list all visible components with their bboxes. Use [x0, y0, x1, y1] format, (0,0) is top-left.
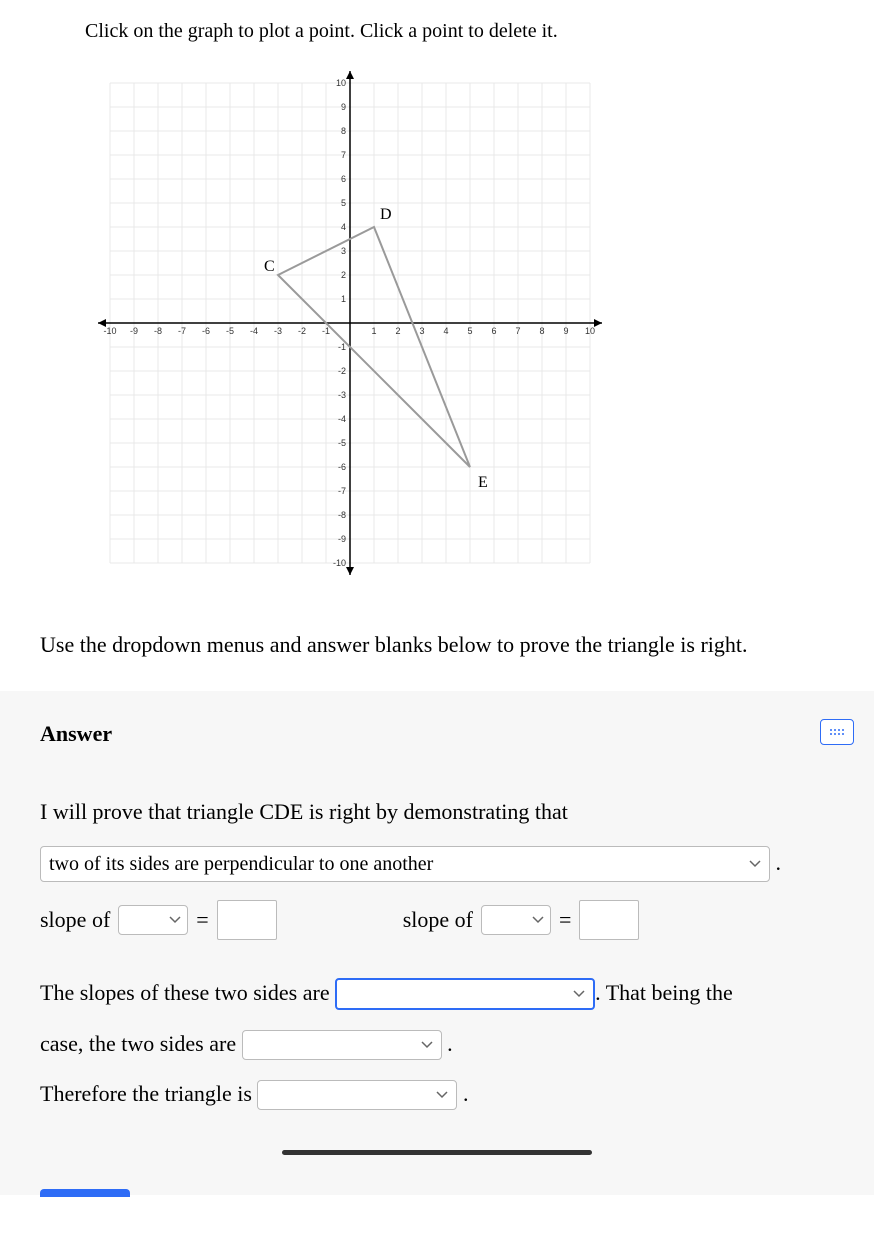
svg-text:6: 6 — [341, 174, 346, 184]
slope-input-2[interactable] — [579, 900, 639, 940]
svg-text:10: 10 — [336, 78, 346, 88]
svg-text:7: 7 — [341, 150, 346, 160]
therefore-text: Therefore the triangle is — [40, 1081, 252, 1106]
svg-text:-9: -9 — [338, 534, 346, 544]
svg-text:8: 8 — [539, 326, 544, 336]
scrollbar-thumb[interactable] — [282, 1150, 592, 1155]
svg-text:3: 3 — [419, 326, 424, 336]
svg-text:-4: -4 — [338, 414, 346, 424]
svg-text:7: 7 — [515, 326, 520, 336]
svg-text:-3: -3 — [338, 390, 346, 400]
sides-relation-select[interactable] — [242, 1030, 442, 1060]
svg-text:-1: -1 — [322, 326, 330, 336]
svg-text:-6: -6 — [202, 326, 210, 336]
keypad-button[interactable] — [820, 719, 854, 745]
proof-intro: I will prove that triangle CDE is right … — [40, 799, 568, 824]
side-select-1[interactable] — [118, 905, 188, 935]
svg-text:5: 5 — [467, 326, 472, 336]
svg-text:E: E — [478, 474, 488, 491]
coordinate-graph[interactable]: -10 -9 -8 -7 -6 -5 -4 -3 -2 -1 1 2 3 4 5 6 7 8 9 10 -10 -9 -8 -… — [90, 63, 610, 588]
svg-text:-5: -5 — [338, 438, 346, 448]
svg-text:3: 3 — [341, 246, 346, 256]
answer-section: Answer I will prove that triangle CDE is… — [0, 691, 874, 1195]
period-2: . — [447, 1031, 453, 1056]
svg-text:2: 2 — [341, 270, 346, 280]
svg-text:4: 4 — [443, 326, 448, 336]
svg-text:1: 1 — [371, 326, 376, 336]
svg-text:-2: -2 — [298, 326, 306, 336]
slope-label-2: slope of — [403, 907, 473, 933]
svg-text:C: C — [264, 258, 275, 275]
answer-heading: Answer — [40, 721, 834, 747]
condition-select[interactable]: two of its sides are perpendicular to on… — [40, 846, 770, 882]
prove-prompt: Use the dropdown menus and answer blanks… — [0, 628, 874, 691]
svg-text:-5: -5 — [226, 326, 234, 336]
keypad-icon — [830, 729, 844, 735]
svg-text:1: 1 — [341, 294, 346, 304]
slopes-sentence-1: The slopes of these two sides are — [40, 980, 330, 1005]
svg-text:10: 10 — [585, 326, 595, 336]
svg-text:4: 4 — [341, 222, 346, 232]
slopes-sentence-2: . That being the — [595, 980, 733, 1005]
period-1: . — [776, 850, 782, 875]
svg-text:-10: -10 — [333, 558, 346, 568]
svg-text:9: 9 — [563, 326, 568, 336]
equals-2: = — [559, 907, 571, 933]
triangle-conclusion-select[interactable] — [257, 1080, 457, 1110]
equals-1: = — [196, 907, 208, 933]
svg-text:-2: -2 — [338, 366, 346, 376]
case-sentence: case, the two sides are — [40, 1031, 236, 1056]
svg-text:6: 6 — [491, 326, 496, 336]
instruction-text: Click on the graph to plot a point. Clic… — [85, 20, 834, 43]
svg-text:8: 8 — [341, 126, 346, 136]
svg-text:-4: -4 — [250, 326, 258, 336]
svg-text:-7: -7 — [338, 486, 346, 496]
submit-button-partial[interactable] — [40, 1189, 130, 1197]
svg-text:2: 2 — [395, 326, 400, 336]
svg-text:-8: -8 — [154, 326, 162, 336]
period-3: . — [463, 1081, 469, 1106]
svg-text:5: 5 — [341, 198, 346, 208]
slope-input-1[interactable] — [217, 900, 277, 940]
svg-text:-3: -3 — [274, 326, 282, 336]
svg-text:-7: -7 — [178, 326, 186, 336]
svg-text:D: D — [380, 206, 392, 223]
svg-text:-6: -6 — [338, 462, 346, 472]
svg-text:-10: -10 — [103, 326, 116, 336]
svg-text:-9: -9 — [130, 326, 138, 336]
side-select-2[interactable] — [481, 905, 551, 935]
svg-text:9: 9 — [341, 102, 346, 112]
slope-label-1: slope of — [40, 907, 110, 933]
svg-text:-1: -1 — [338, 342, 346, 352]
svg-text:-8: -8 — [338, 510, 346, 520]
slopes-relation-select[interactable] — [335, 978, 595, 1010]
